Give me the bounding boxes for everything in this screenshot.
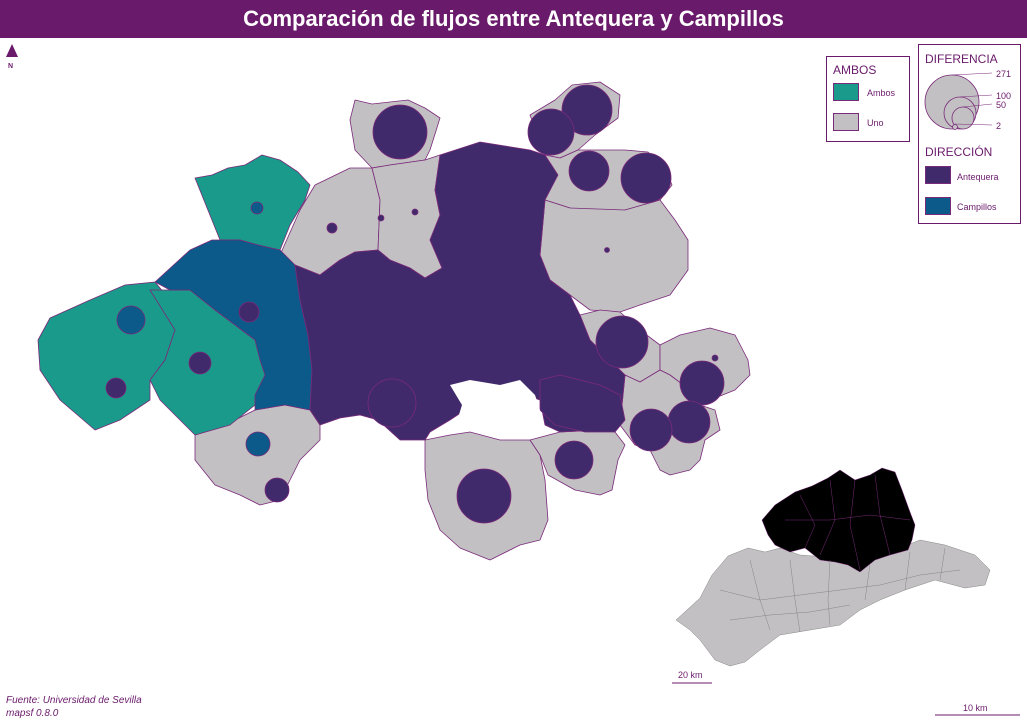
white-gap-area — [450, 380, 540, 425]
credits-source: Fuente: Universidad de Sevilla — [6, 695, 142, 706]
flow-circle[interactable] — [711, 354, 719, 362]
inset-map — [675, 467, 991, 667]
flow-circle[interactable] — [604, 247, 610, 253]
flow-circle[interactable] — [595, 315, 649, 369]
flow-circle[interactable] — [527, 108, 575, 156]
flow-circle[interactable] — [250, 201, 264, 215]
legend-ambos-title: AMBOS — [833, 63, 877, 77]
swatch-campillos — [925, 197, 951, 215]
size-value-2: 2 — [996, 121, 1002, 131]
legend-diferencia-direccion: DIFERENCIA 271 100 50 2 DIRECCIÓN Antequ… — [918, 44, 1021, 224]
flow-circle[interactable] — [561, 84, 613, 136]
flow-circle[interactable] — [456, 468, 512, 524]
flow-circle[interactable] — [667, 400, 711, 444]
flow-circle[interactable] — [554, 440, 594, 480]
legend-campillos-label: Campillos — [957, 202, 997, 212]
legend-ambos: AMBOS Ambos Uno — [826, 56, 910, 142]
flow-circle[interactable] — [620, 152, 672, 204]
size-value-50: 50 — [996, 100, 1007, 110]
main-scale-label: 10 km — [963, 703, 988, 713]
flow-circle[interactable] — [264, 477, 290, 503]
municipality-teal-west[interactable] — [37, 281, 176, 431]
flow-circle[interactable] — [367, 378, 417, 428]
municipality-antequera-enclave[interactable] — [539, 374, 626, 433]
municipality-antequera[interactable] — [294, 141, 626, 441]
legend-direccion-title: DIRECCIÓN — [925, 145, 993, 159]
legend-uno-label: Uno — [867, 118, 884, 128]
size-value-271: 271 — [996, 69, 1012, 79]
flow-circle[interactable] — [679, 360, 725, 406]
flow-circle[interactable] — [238, 301, 260, 323]
legend-ambos-label: Ambos — [867, 88, 896, 98]
north-label: N — [8, 63, 14, 70]
flow-circle[interactable] — [245, 431, 271, 457]
map-title: Comparación de flujos entre Antequera y … — [0, 0, 1027, 38]
flow-circle[interactable] — [568, 150, 610, 192]
legend-antequera-label: Antequera — [957, 172, 999, 182]
swatch-ambos — [833, 83, 859, 101]
flow-circle[interactable] — [326, 222, 338, 234]
flow-circle[interactable] — [411, 208, 419, 216]
legend-diferencia-title: DIFERENCIA — [925, 52, 998, 66]
flow-circle[interactable] — [377, 214, 385, 222]
inset-scale-label: 20 km — [678, 670, 703, 680]
flow-circle[interactable] — [116, 305, 146, 335]
flow-circle[interactable] — [105, 377, 127, 399]
flow-circle[interactable] — [372, 104, 428, 160]
swatch-antequera — [925, 166, 951, 184]
swatch-uno — [833, 113, 859, 131]
flow-circle[interactable] — [188, 351, 212, 375]
flow-circle[interactable] — [629, 408, 673, 452]
size-legend-circles — [924, 74, 980, 130]
size-legend-leaders — [951, 72, 993, 126]
size-value-100: 100 — [996, 91, 1012, 101]
credits-software: mapsf 0.8.0 — [6, 708, 59, 719]
north-arrow-icon — [6, 44, 18, 57]
